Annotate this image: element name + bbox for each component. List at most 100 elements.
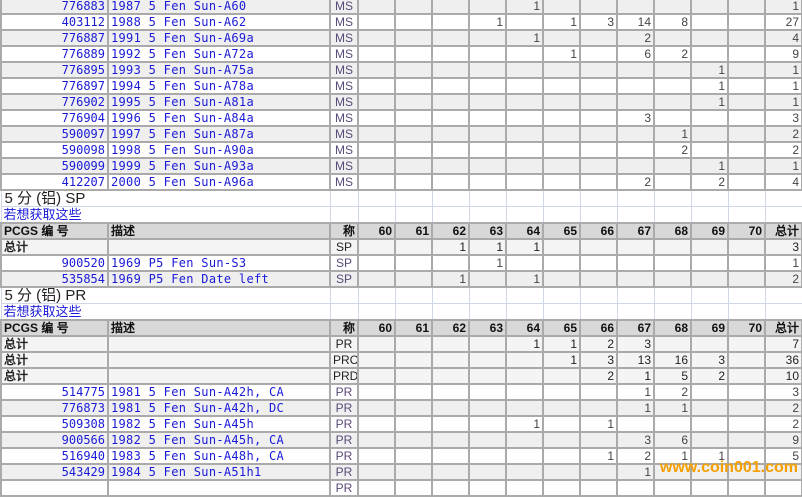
description-link[interactable] xyxy=(107,479,331,497)
description-link[interactable]: 1997 5 Fen Sun-A87a xyxy=(107,125,331,143)
grade-count xyxy=(468,335,507,353)
description-link[interactable]: 1969 P5 Fen Date left xyxy=(107,270,331,288)
grade-count: 16 xyxy=(653,351,692,369)
pcgs-number-link[interactable]: 900520 xyxy=(0,254,109,272)
description-link[interactable]: 1994 5 Fen Sun-A78a xyxy=(107,77,331,95)
pcgs-number-link[interactable]: 900566 xyxy=(0,431,109,449)
grade-count xyxy=(579,254,618,272)
description-link[interactable]: 1995 5 Fen Sun-A81a xyxy=(107,93,331,111)
grade-count: 2 xyxy=(579,367,618,385)
pcgs-number-link[interactable]: 516940 xyxy=(0,447,109,465)
designation: PR xyxy=(329,383,359,401)
grade-count xyxy=(394,61,433,79)
description-link[interactable]: 1991 5 Fen Sun-A69a xyxy=(107,29,331,47)
row-total: 4 xyxy=(764,29,802,47)
pcgs-number-link[interactable]: 776902 xyxy=(0,93,109,111)
pcgs-number-link[interactable]: 776873 xyxy=(0,399,109,417)
column-header-grade-66: 66 xyxy=(579,319,618,337)
grade-count: 3 xyxy=(616,431,655,449)
description-link[interactable]: 1998 5 Fen Sun-A90a xyxy=(107,141,331,159)
grade-count xyxy=(727,141,766,159)
pcgs-number-link[interactable]: 776895 xyxy=(0,61,109,79)
pcgs-number-link[interactable]: 590099 xyxy=(0,157,109,175)
grade-count xyxy=(579,157,618,175)
column-header-grade-64: 64 xyxy=(505,319,544,337)
grade-count xyxy=(357,254,396,272)
grade-count xyxy=(394,383,433,401)
description-link[interactable]: 1999 5 Fen Sun-A93a xyxy=(107,157,331,175)
get-these-link[interactable]: 若想获取这些 xyxy=(0,303,331,321)
description-link[interactable]: 1981 5 Fen Sun-A42h, DC xyxy=(107,399,331,417)
empty-cell xyxy=(542,303,581,321)
grade-count: 14 xyxy=(616,13,655,31)
table-row: 776895 1993 5 Fen Sun-A75a MS 1 1 xyxy=(0,61,802,79)
row-total: 3 xyxy=(764,383,802,401)
column-header-grade-62: 62 xyxy=(431,319,470,337)
pcgs-number-link[interactable]: 776887 xyxy=(0,29,109,47)
grade-count: 1 xyxy=(653,447,692,465)
pcgs-number-link[interactable]: 412207 xyxy=(0,173,109,191)
grade-count: 1 xyxy=(579,447,618,465)
pcgs-number-link[interactable]: 776897 xyxy=(0,77,109,95)
description-link[interactable]: 1981 5 Fen Sun-A42h, CA xyxy=(107,383,331,401)
get-these-link[interactable]: 若想获取这些 xyxy=(0,206,331,224)
empty-cell xyxy=(357,206,396,224)
pcgs-number-link[interactable]: 403112 xyxy=(0,13,109,31)
pcgs-number-link[interactable]: 776904 xyxy=(0,109,109,127)
empty-cell xyxy=(505,189,544,207)
grade-count: 1 xyxy=(468,254,507,272)
column-header-grade-63: 63 xyxy=(468,319,507,337)
grade-count xyxy=(357,157,396,175)
grade-count xyxy=(542,431,581,449)
grade-count: 5 xyxy=(653,367,692,385)
grade-count xyxy=(431,367,470,385)
grade-count xyxy=(431,415,470,433)
description-link[interactable]: 1988 5 Fen Sun-A62 xyxy=(107,13,331,31)
pcgs-number-link[interactable]: 776883 xyxy=(0,0,109,15)
grade-count: 1 xyxy=(616,367,655,385)
description-link[interactable]: 1982 5 Fen Sun-A45h, CA xyxy=(107,431,331,449)
grade-count xyxy=(653,173,692,191)
description-link[interactable]: 1987 5 Fen Sun-A60 xyxy=(107,0,331,15)
pcgs-number-link[interactable]: 590097 xyxy=(0,125,109,143)
pcgs-number-link[interactable]: 590098 xyxy=(0,141,109,159)
grade-count: 1 xyxy=(690,447,729,465)
grade-count xyxy=(468,61,507,79)
grade-count xyxy=(394,431,433,449)
grade-count xyxy=(542,77,581,95)
grade-count: 6 xyxy=(616,45,655,63)
pcgs-number-link[interactable]: 535854 xyxy=(0,270,109,288)
designation: MS xyxy=(329,13,359,31)
grade-count xyxy=(394,254,433,272)
grade-count xyxy=(727,61,766,79)
description-link[interactable]: 1993 5 Fen Sun-A75a xyxy=(107,61,331,79)
grade-count: 1 xyxy=(690,77,729,95)
pcgs-number-link[interactable]: 776889 xyxy=(0,45,109,63)
grade-count xyxy=(394,399,433,417)
grade-count xyxy=(357,29,396,47)
grade-count xyxy=(616,141,655,159)
description-link[interactable]: 2000 5 Fen Sun-A96a xyxy=(107,173,331,191)
description-link[interactable]: 1969 P5 Fen Sun-S3 xyxy=(107,254,331,272)
description-link[interactable]: 1992 5 Fen Sun-A72a xyxy=(107,45,331,63)
grade-count: 1 xyxy=(542,335,581,353)
description-link[interactable]: 1983 5 Fen Sun-A48h, CA xyxy=(107,447,331,465)
description-link[interactable]: 1984 5 Fen Sun-A51h1 xyxy=(107,463,331,481)
column-header-grade-60: 60 xyxy=(357,319,396,337)
empty-cell xyxy=(431,189,470,207)
description-link[interactable]: 1996 5 Fen Sun-A84a xyxy=(107,109,331,127)
grade-count xyxy=(690,0,729,15)
pcgs-number-link[interactable]: 514775 xyxy=(0,383,109,401)
pcgs-number-link[interactable]: 543429 xyxy=(0,463,109,481)
grade-count xyxy=(690,254,729,272)
grade-count xyxy=(616,125,655,143)
grade-count xyxy=(357,0,396,15)
description-link[interactable]: 1982 5 Fen Sun-A45h xyxy=(107,415,331,433)
grade-count xyxy=(616,415,655,433)
pcgs-number-link[interactable] xyxy=(0,479,109,497)
grade-count: 3 xyxy=(690,351,729,369)
table-row: PR xyxy=(0,479,802,497)
pcgs-number-link[interactable]: 509308 xyxy=(0,415,109,433)
grade-count xyxy=(468,109,507,127)
grade-count xyxy=(579,399,618,417)
